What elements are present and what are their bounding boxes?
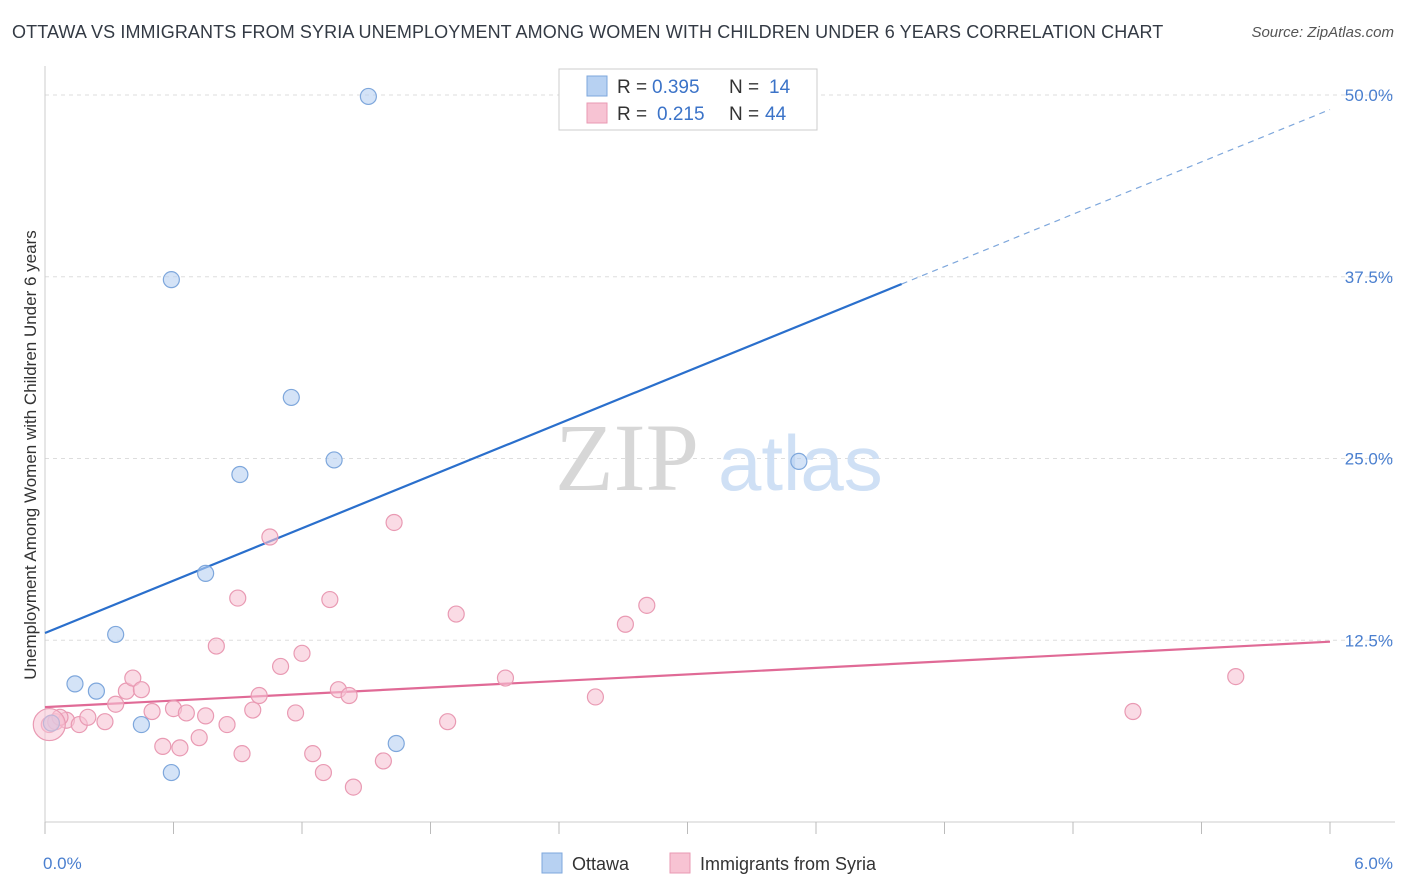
legend-r-label-2: R = <box>617 104 647 125</box>
ottawa-point-4 <box>132 715 150 734</box>
syria-point-33 <box>374 752 392 770</box>
syria-point-16 <box>197 707 215 725</box>
syria-point-20 <box>233 745 251 763</box>
syria-point-cluster <box>32 707 66 742</box>
syria-point-41 <box>1124 702 1142 721</box>
ottawa-point-6 <box>197 564 215 582</box>
syria-point-39 <box>616 615 634 633</box>
y-axis-label: Unemployment Among Women with Children U… <box>21 230 40 679</box>
legend-n-label-2: N = <box>729 104 759 125</box>
syria-point-10 <box>143 702 161 721</box>
syria-point-4 <box>79 708 97 726</box>
ottawa-trend-extension <box>901 108 1331 285</box>
syria-trend-line <box>44 640 1331 709</box>
bottom-legend-syria: Immigrants from Syria <box>700 854 877 874</box>
legend-r-value-1: 0.395 <box>652 77 700 98</box>
syria-point-27 <box>304 745 322 763</box>
syria-point-28 <box>314 763 333 782</box>
y-tick-label-0: 12.5% <box>1345 631 1393 650</box>
syria-point-6 <box>107 695 125 713</box>
syria-point-11 <box>154 737 172 755</box>
chart-title: OTTAWA VS IMMIGRANTS FROM SYRIA UNEMPLOY… <box>12 22 1164 42</box>
syria-point-23 <box>261 528 279 546</box>
series-legend: Ottawa Immigrants from Syria <box>541 852 877 874</box>
syria-point-29 <box>321 590 339 609</box>
syria-point-17 <box>207 637 225 655</box>
ottawa-point-7 <box>231 465 249 484</box>
bottom-legend-ottawa-swatch <box>541 852 563 874</box>
syria-point-5 <box>96 713 114 731</box>
syria-point-13 <box>171 739 189 757</box>
legend-ottawa-swatch <box>586 75 608 97</box>
syria-point-38 <box>586 688 605 706</box>
syria-point-22 <box>250 686 268 705</box>
ottawa-point-10 <box>359 87 377 106</box>
syria-point-35 <box>439 713 457 731</box>
bottom-legend-ottawa: Ottawa <box>572 854 630 874</box>
syria-point-15 <box>190 729 208 747</box>
ottawa-point-3 <box>107 625 125 644</box>
bottom-legend-syria-swatch <box>669 852 691 874</box>
syria-point-25 <box>286 704 305 722</box>
ottawa-point-12 <box>790 452 808 471</box>
syria-point-24 <box>271 657 290 676</box>
syria-point-42 <box>1227 667 1245 686</box>
legend-n-value-2: 44 <box>765 104 787 125</box>
syria-point-32 <box>344 778 362 796</box>
syria-point-14 <box>177 704 195 722</box>
syria-point-36 <box>447 605 465 623</box>
watermark: ZIP atlas <box>555 404 883 511</box>
ottawa-point-2 <box>87 682 106 700</box>
ottawa-trend-line <box>44 283 903 634</box>
ottawa-point-13 <box>162 763 180 782</box>
syria-point-26 <box>293 644 311 662</box>
legend-syria-swatch <box>586 102 608 124</box>
x-tick-label-1: 6.0% <box>1354 854 1393 873</box>
syria-point-9 <box>132 681 150 699</box>
ottawa-point-8 <box>282 388 300 407</box>
legend-r-value-2: 0.215 <box>657 104 705 125</box>
ottawa-point-5 <box>162 271 180 289</box>
syria-point-40 <box>638 596 656 614</box>
y-tick-label-2: 37.5% <box>1345 268 1393 287</box>
source-label: Source: ZipAtlas.com <box>1251 24 1394 41</box>
syria-point-31 <box>340 686 358 705</box>
y-tick-labels: 12.5% 25.0% 37.5% 50.0% <box>1345 86 1393 650</box>
syria-point-19 <box>229 589 247 607</box>
syria-point-21 <box>244 701 262 719</box>
x-tick-labels: 0.0% 6.0% <box>43 854 1393 873</box>
y-tick-label-1: 25.0% <box>1345 450 1393 469</box>
x-tick-label-0: 0.0% <box>43 854 82 873</box>
y-tick-label-3: 50.0% <box>1345 86 1393 105</box>
syria-point-18 <box>218 715 236 734</box>
legend-r-label-1: R = <box>617 77 647 98</box>
syria-point-34 <box>385 513 403 532</box>
ottawa-point-1 <box>66 675 84 693</box>
grid-lines <box>45 94 1395 641</box>
watermark-zip: ZIP <box>555 404 699 511</box>
legend-n-value-1: 14 <box>769 77 791 98</box>
data-points <box>32 87 1245 796</box>
ottawa-point-11 <box>387 734 405 753</box>
legend-n-label-1: N = <box>729 77 759 98</box>
syria-point-37 <box>496 669 515 687</box>
axes <box>44 66 1395 834</box>
stats-legend: R = 0.395 N = 14 R = 0.215 N = 44 <box>558 68 818 131</box>
ottawa-point-9 <box>325 451 343 469</box>
syria-point-8 <box>124 669 142 687</box>
